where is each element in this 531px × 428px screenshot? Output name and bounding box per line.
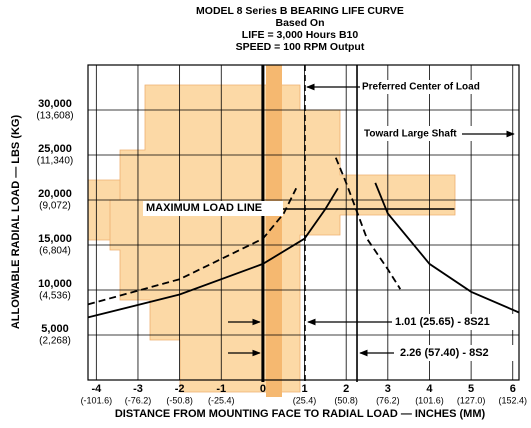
x-axis-label: DISTANCE FROM MOUNTING FACE TO RADIAL LO… — [115, 408, 486, 420]
y-tick-label: 30,000 — [38, 98, 72, 110]
x-tick-label-mm: (25.4) — [293, 395, 317, 405]
chart-subtitle: SPEED = 100 RPM Output — [236, 41, 365, 53]
chart-subtitle: LIFE = 3,000 Hours B10 — [242, 29, 359, 41]
x-tick-label: -3 — [133, 383, 143, 395]
reference-label: 2.26 (57.40) - 8S2 — [400, 347, 489, 359]
y-tick-label-kg: (13,608) — [36, 111, 73, 122]
y-tick-label-kg: (9,072) — [39, 201, 71, 212]
chart-subtitle: Based On — [275, 17, 324, 29]
y-tick-label: 20,000 — [38, 188, 72, 200]
y-tick-label-kg: (2,268) — [39, 336, 71, 347]
x-tick-label: -2 — [175, 383, 185, 395]
x-tick-label-mm: (50.8) — [334, 395, 358, 405]
x-tick-label-mm: (76.2) — [376, 395, 400, 405]
y-tick-label: 5,000 — [41, 323, 69, 335]
x-tick-label-mm: (-101.6) — [81, 395, 113, 405]
reference-label: 1.01 (25.65) - 8S21 — [395, 316, 490, 328]
y-tick-label: 15,000 — [38, 233, 72, 245]
y-tick-label-kg: (4,536) — [39, 291, 71, 302]
x-tick-label-mm: (-50.8) — [166, 395, 193, 405]
x-tick-label: 4 — [426, 383, 433, 395]
annotation: Preferred Center of Load — [362, 82, 480, 93]
y-tick-label-kg: (11,340) — [37, 156, 74, 167]
chart-title: MODEL 8 Series B BEARING LIFE CURVE — [196, 5, 404, 17]
y-tick-label: 25,000 — [38, 143, 72, 155]
x-tick-label: 6 — [510, 383, 516, 395]
x-tick-label-mm: (-25.4) — [208, 395, 235, 405]
x-tick-label: 5 — [468, 383, 474, 395]
x-tick-label-mm: (-76.2) — [125, 395, 152, 405]
annotation: Toward Large Shaft — [364, 129, 457, 140]
x-tick-label: -1 — [216, 383, 226, 395]
x-tick-label: 0 — [260, 383, 266, 395]
x-tick-label: 3 — [385, 383, 391, 395]
x-tick-label: 1 — [301, 383, 307, 395]
y-tick-label-kg: (6,804) — [39, 246, 71, 257]
y-axis-label: ALLOWABLE RADIAL LOAD — LBS (KG) — [10, 115, 22, 330]
chart: MODEL 8 Series B BEARING LIFE CURVE Base… — [0, 0, 531, 428]
x-tick-label-mm: (152.4) — [498, 395, 527, 405]
max-load-label: MAXIMUM LOAD LINE — [146, 202, 262, 214]
x-tick-label: -4 — [91, 383, 102, 395]
x-tick-label-mm: (127.0) — [457, 395, 486, 405]
x-tick-label: 2 — [343, 383, 349, 395]
x-tick-label-mm: (101.6) — [415, 395, 444, 405]
y-tick-label: 10,000 — [38, 278, 72, 290]
